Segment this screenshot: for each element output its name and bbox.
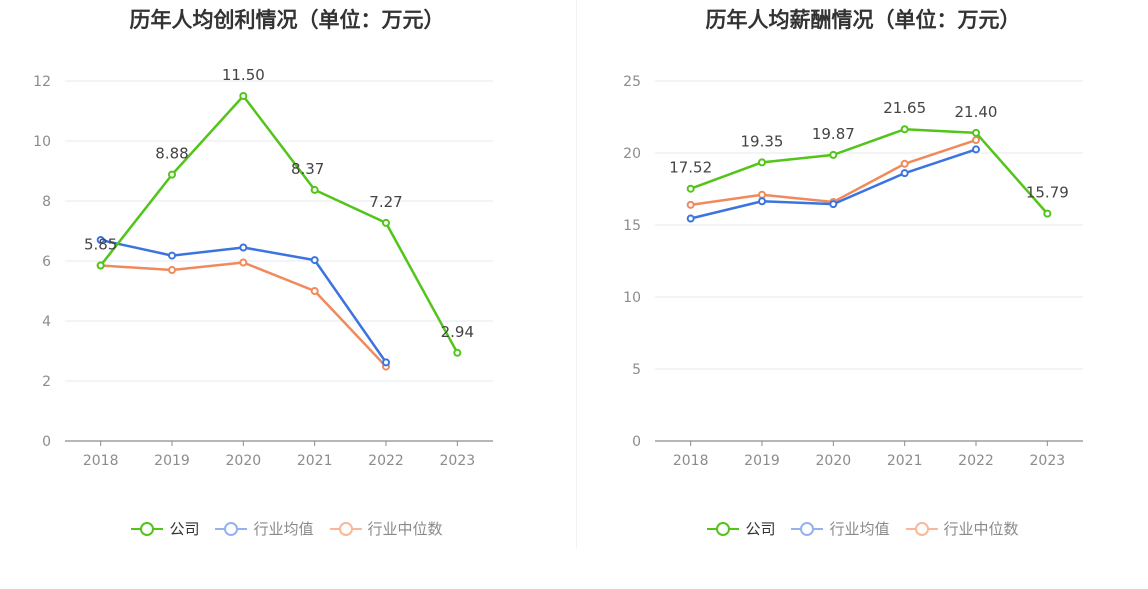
y-tick-label: 4 (42, 314, 51, 330)
data-point[interactable] (168, 170, 176, 179)
data-point[interactable] (239, 243, 248, 252)
y-tick-label: 12 (33, 74, 51, 90)
data-point[interactable] (453, 348, 462, 357)
legend-industry-mean-label: 行业均值 (829, 520, 890, 538)
data-point[interactable] (758, 190, 766, 199)
profit-chart-title: 历年人均创利情况（单位：万元） (129, 8, 445, 32)
data-point[interactable] (310, 185, 319, 194)
y-tick-label: 20 (623, 146, 641, 162)
data-point[interactable] (1043, 209, 1052, 218)
legend-industry-mean-label: 行业均值 (253, 520, 314, 538)
series-line (690, 148, 977, 220)
legend-item-industry-median[interactable]: 行业中位数 (905, 518, 1019, 539)
legend-industry-mean-icon (215, 521, 248, 536)
salary-chart-title: 历年人均薪酬情况（单位：万元） (705, 8, 1021, 32)
legend-item-industry-mean[interactable]: 行业均值 (791, 518, 890, 539)
profit-chart-panel: 历年人均创利情况（单位：万元） 0 2 4 6 8 10 12 2018 2019 2020 202… (0, 8, 574, 539)
data-point[interactable] (239, 92, 248, 100)
salary-chart-legend: 公司 行业均值 行业中位数 (576, 518, 1148, 539)
salary-chart-plot: 0 5 10 15 20 25 2018 2019 2020 2021 2022 2023 17.52 1… (623, 74, 1083, 469)
salary-chart-panel: 历年人均薪酬情况（单位：万元） 0 5 10 15 20 25 2018 2019 2020 20… (576, 0, 1148, 589)
legend-item-company[interactable]: 公司 (707, 518, 775, 539)
x-tick-label: 2023 (440, 453, 476, 469)
data-point[interactable] (900, 169, 909, 178)
data-point[interactable] (686, 200, 695, 209)
data-point[interactable] (972, 128, 980, 137)
data-point[interactable] (686, 184, 695, 193)
data-point[interactable] (829, 200, 838, 209)
data-label: 7.27 (369, 193, 402, 211)
legend-industry-mean-icon (791, 521, 824, 536)
data-label: 11.50 (222, 66, 265, 84)
y-tick-label: 6 (42, 254, 51, 270)
data-point[interactable] (310, 256, 319, 265)
data-point[interactable] (168, 266, 176, 274)
y-tick-label: 5 (632, 362, 641, 378)
legend-company-icon (131, 521, 164, 536)
legend-item-industry-mean[interactable]: 行业均值 (215, 518, 314, 539)
data-point[interactable] (900, 159, 909, 168)
data-point[interactable] (310, 287, 319, 295)
x-tick-label: 2022 (958, 453, 994, 469)
data-point[interactable] (686, 214, 695, 223)
data-label: 8.88 (155, 145, 188, 163)
profit-chart-legend: 公司 行业均值 行业中位数 (0, 518, 574, 539)
data-point[interactable] (900, 125, 909, 134)
data-label: 8.37 (291, 160, 324, 178)
data-label: 19.35 (741, 132, 784, 150)
x-tick-label: 2021 (887, 453, 923, 469)
data-label: 15.79 (1026, 184, 1069, 202)
data-point[interactable] (239, 258, 248, 267)
y-tick-label: 0 (632, 434, 641, 450)
data-point[interactable] (758, 197, 766, 206)
x-tick-label: 2019 (154, 453, 190, 469)
legend-industry-median-label: 行业中位数 (943, 520, 1019, 538)
series-line (99, 94, 459, 354)
data-point[interactable] (972, 145, 980, 154)
data-point[interactable] (382, 218, 390, 227)
y-tick-label: 10 (33, 134, 51, 150)
legend-industry-median-icon (329, 521, 362, 536)
x-tick-label: 2020 (816, 453, 852, 469)
series-line (690, 127, 1049, 215)
x-tick-label: 2018 (673, 453, 709, 469)
legend-industry-median-icon (905, 521, 938, 536)
data-point[interactable] (829, 150, 838, 159)
y-tick-label: 10 (623, 290, 641, 306)
legend-company-icon (707, 521, 740, 536)
legend-item-industry-median[interactable]: 行业中位数 (329, 518, 443, 539)
series-line (100, 261, 387, 368)
x-tick-label: 2019 (744, 453, 780, 469)
legend-item-company[interactable]: 公司 (131, 518, 199, 539)
data-label: 21.65 (883, 99, 926, 117)
x-tick-label: 2020 (226, 453, 262, 469)
data-point[interactable] (972, 136, 980, 145)
x-tick-label: 2023 (1030, 453, 1066, 469)
data-label: 17.52 (669, 159, 712, 177)
x-tick-label: 2018 (83, 453, 119, 469)
data-point[interactable] (96, 236, 105, 244)
data-point[interactable] (382, 358, 390, 367)
data-label: 5.85 (84, 236, 117, 254)
y-tick-label: 0 (42, 434, 51, 450)
data-label: 2.94 (441, 323, 474, 341)
profit-chart-plot: 0 2 4 6 8 10 12 2018 2019 2020 2021 2022 2023 5.85 8.8… (33, 66, 493, 469)
data-label: 21.40 (955, 103, 998, 121)
panel-divider (576, 0, 577, 548)
x-tick-label: 2021 (297, 453, 333, 469)
data-point[interactable] (758, 158, 766, 167)
data-label: 19.87 (812, 125, 855, 143)
y-tick-label: 8 (42, 194, 51, 210)
series-line (100, 238, 388, 364)
legend-industry-median-label: 行业中位数 (367, 520, 443, 538)
x-tick-label: 2022 (368, 453, 404, 469)
data-point[interactable] (96, 261, 105, 270)
legend-company-label: 公司 (745, 520, 776, 538)
y-tick-label: 15 (623, 218, 641, 234)
y-tick-label: 25 (623, 74, 641, 90)
data-point[interactable] (168, 251, 176, 260)
y-tick-label: 2 (42, 374, 51, 390)
legend-company-label: 公司 (169, 520, 200, 538)
